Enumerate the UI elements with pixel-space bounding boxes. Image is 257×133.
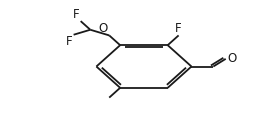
Text: F: F bbox=[66, 35, 72, 48]
Text: O: O bbox=[228, 52, 237, 65]
Text: F: F bbox=[175, 22, 182, 35]
Text: O: O bbox=[99, 22, 108, 35]
Text: F: F bbox=[73, 8, 79, 21]
